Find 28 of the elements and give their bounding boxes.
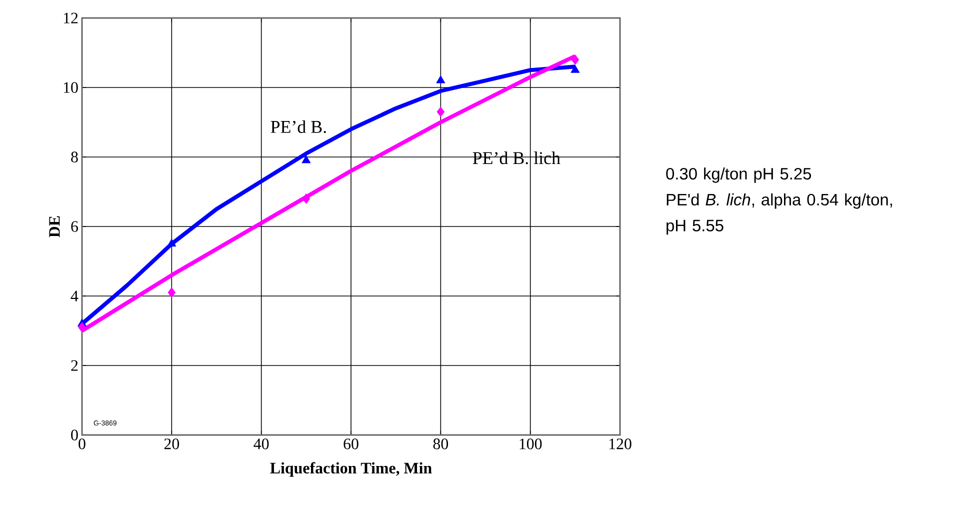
series-label: PE’d B. bbox=[270, 120, 326, 134]
x-tick-label: 100 bbox=[520, 438, 542, 450]
text: PE'd B. lich, alpha 0.54 kg/ton, pH 5.55 bbox=[666, 193, 892, 235]
text: 0.30 kg/ton pH 5.25 bbox=[666, 168, 812, 183]
point bbox=[78, 322, 86, 332]
point bbox=[167, 238, 176, 247]
point bbox=[570, 64, 580, 73]
y-tick-label: 6 bbox=[71, 221, 78, 232]
point bbox=[302, 155, 311, 164]
point bbox=[168, 287, 176, 298]
y-tick-label: 4 bbox=[70, 290, 78, 302]
point bbox=[436, 106, 445, 118]
x-tick-label: 20 bbox=[164, 438, 180, 450]
y-tick-label: 8 bbox=[71, 152, 78, 162]
point bbox=[571, 54, 580, 65]
x-tick-label: 60 bbox=[344, 438, 358, 450]
y-tick-label: 0 bbox=[71, 430, 78, 440]
x-tick-label: 40 bbox=[254, 438, 269, 450]
y-tick-label: 2 bbox=[71, 360, 78, 371]
point bbox=[436, 75, 446, 84]
x-tick-label: 0 bbox=[78, 438, 86, 450]
point bbox=[302, 194, 310, 204]
x-tick-label: 80 bbox=[433, 438, 448, 450]
x-tick-label: 120 bbox=[609, 438, 632, 450]
y-axis-title: DE bbox=[49, 216, 60, 238]
y-tick-label: 10 bbox=[64, 82, 78, 93]
x-axis-title: Liquefaction Time, Min bbox=[270, 462, 432, 477]
y-tick-label: 12 bbox=[64, 12, 78, 24]
